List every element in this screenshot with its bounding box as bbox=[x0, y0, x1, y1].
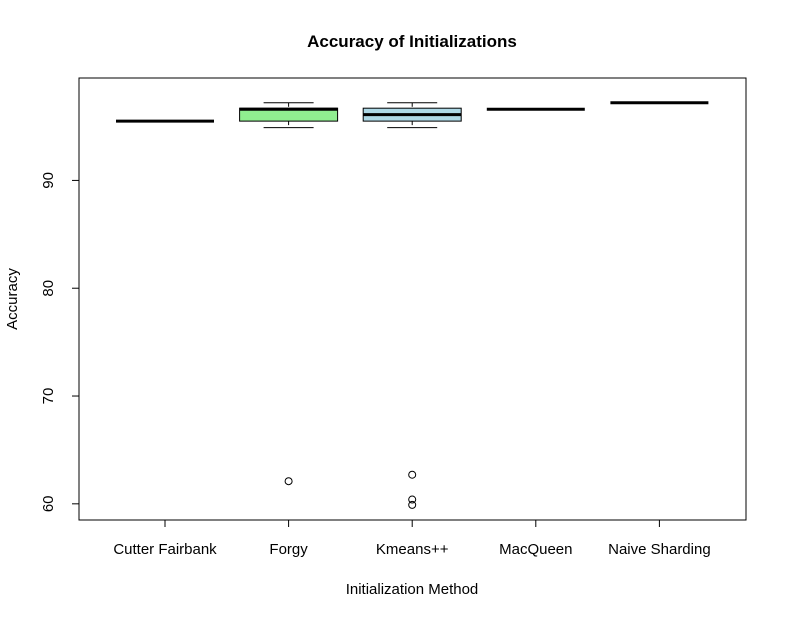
chart-title: Accuracy of Initializations bbox=[307, 32, 517, 51]
x-tick-label: Kmeans++ bbox=[376, 541, 449, 558]
x-axis: Cutter Fairbank Forgy Kmeans++ MacQueen Naiv… bbox=[113, 520, 711, 558]
outlier-point bbox=[408, 495, 417, 504]
box-group bbox=[362, 102, 462, 509]
y-tick-label: 90 bbox=[40, 172, 57, 189]
box-group bbox=[239, 102, 339, 486]
outlier-point bbox=[408, 470, 417, 479]
plot-frame bbox=[78, 77, 747, 521]
x-axis-label: Initialization Method bbox=[346, 581, 479, 598]
x-tick-label: MacQueen bbox=[499, 541, 572, 558]
boxes bbox=[116, 101, 709, 509]
y-tick-label: 70 bbox=[40, 388, 57, 405]
y-tick-label: 60 bbox=[40, 495, 57, 512]
y-tick-label: 80 bbox=[40, 280, 57, 297]
y-axis: 60 70 80 90 bbox=[40, 172, 79, 512]
x-tick-label: Forgy bbox=[269, 541, 308, 558]
x-tick-label: Naive Sharding bbox=[608, 541, 711, 558]
x-tick-label: Cutter Fairbank bbox=[113, 541, 217, 558]
y-axis-label: Accuracy bbox=[4, 268, 21, 330]
outlier-point bbox=[408, 500, 417, 509]
outlier-point bbox=[284, 477, 293, 486]
